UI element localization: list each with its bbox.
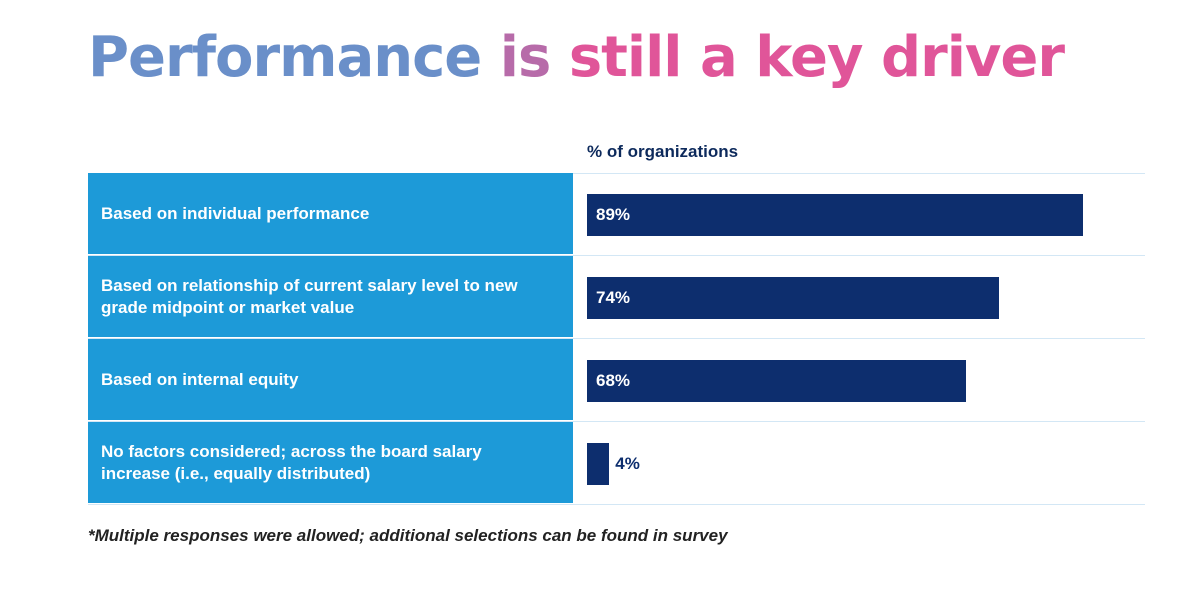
footnote: *Multiple responses were allowed; additi… [88,526,728,545]
table-row: No factors considered; across the board … [88,422,1145,505]
category-label: Based on internal equity [88,339,573,421]
bar [587,276,1000,319]
table-row: Based on internal equity 68% [88,339,1145,422]
table-row: Based on relationship of current salary … [88,256,1145,339]
axis-header: % of organizations [587,142,739,161]
title-word-rest: still a key driver [568,25,1065,90]
bar-value-label: 68% [596,370,631,390]
category-label: No factors considered; across the board … [88,422,573,504]
bar-value-label: 89% [596,204,631,224]
table-top-divider [88,173,1145,174]
category-label: Based on individual performance [88,173,573,255]
bar [587,193,1083,236]
bar-value-label: 4% [615,453,640,473]
chart-title: Performance is still a key driver [88,22,1065,94]
bar-value-label: 74% [596,287,631,307]
title-word-performance: Performance [88,25,482,90]
bar [587,359,966,402]
title-word-is: is [499,25,552,90]
category-label: Based on relationship of current salary … [88,256,573,338]
table-row: Based on individual performance 89% [88,173,1145,256]
bar [587,442,610,485]
bar-chart-table: Based on individual performance 89% Based … [88,173,1145,507]
